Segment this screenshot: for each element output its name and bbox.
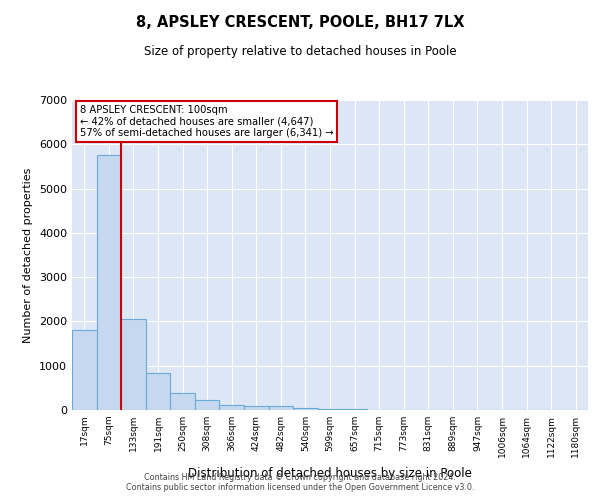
- Text: Distribution of detached houses by size in Poole: Distribution of detached houses by size …: [188, 467, 472, 480]
- Bar: [342, 409, 367, 410]
- Y-axis label: Number of detached properties: Number of detached properties: [23, 168, 34, 342]
- Text: Contains HM Land Registry data © Crown copyright and database right 2024.
Contai: Contains HM Land Registry data © Crown c…: [126, 473, 474, 492]
- Bar: [121, 319, 146, 410]
- Bar: [220, 404, 244, 410]
- Bar: [146, 373, 170, 410]
- Bar: [244, 406, 269, 410]
- Bar: [269, 406, 293, 410]
- Bar: [318, 408, 342, 410]
- Bar: [293, 408, 318, 410]
- Bar: [97, 156, 121, 410]
- Text: 8 APSLEY CRESCENT: 100sqm
← 42% of detached houses are smaller (4,647)
57% of se: 8 APSLEY CRESCENT: 100sqm ← 42% of detac…: [80, 104, 334, 138]
- Bar: [170, 393, 195, 410]
- Bar: [72, 330, 97, 410]
- Bar: [195, 400, 220, 410]
- Text: Size of property relative to detached houses in Poole: Size of property relative to detached ho…: [143, 45, 457, 58]
- Text: 8, APSLEY CRESCENT, POOLE, BH17 7LX: 8, APSLEY CRESCENT, POOLE, BH17 7LX: [136, 15, 464, 30]
